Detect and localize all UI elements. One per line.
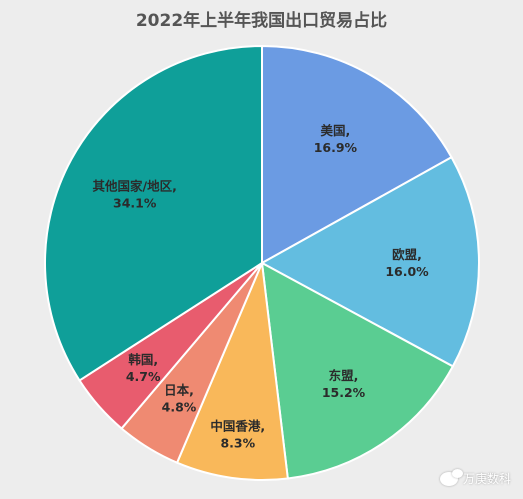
pie-slice-1 bbox=[259, 155, 480, 368]
slice-label-1: 欧盟, 16.0% bbox=[385, 247, 429, 279]
watermark: 万庚数科 bbox=[439, 468, 511, 487]
slice-label-6: 其他国家/地区, 34.1% bbox=[93, 179, 177, 211]
watermark-text: 万庚数科 bbox=[462, 472, 511, 486]
pie-slice-0 bbox=[261, 44, 453, 265]
pie-slice-2 bbox=[260, 261, 455, 480]
slice-label-3: 中国香港, 8.3% bbox=[210, 418, 265, 450]
slice-label-5: 韩国, 4.7% bbox=[126, 352, 161, 384]
slice-label-2: 东盟, 15.2% bbox=[322, 368, 366, 400]
wechat-icon bbox=[439, 468, 463, 486]
chart-title: 2022年上半年我国出口贸易占比 bbox=[135, 11, 388, 31]
slice-label-4: 日本, 4.8% bbox=[162, 383, 197, 415]
pie-slice-3 bbox=[175, 259, 289, 481]
pie-slice-6 bbox=[44, 44, 263, 382]
slice-label-0: 美国, 16.9% bbox=[314, 123, 358, 155]
